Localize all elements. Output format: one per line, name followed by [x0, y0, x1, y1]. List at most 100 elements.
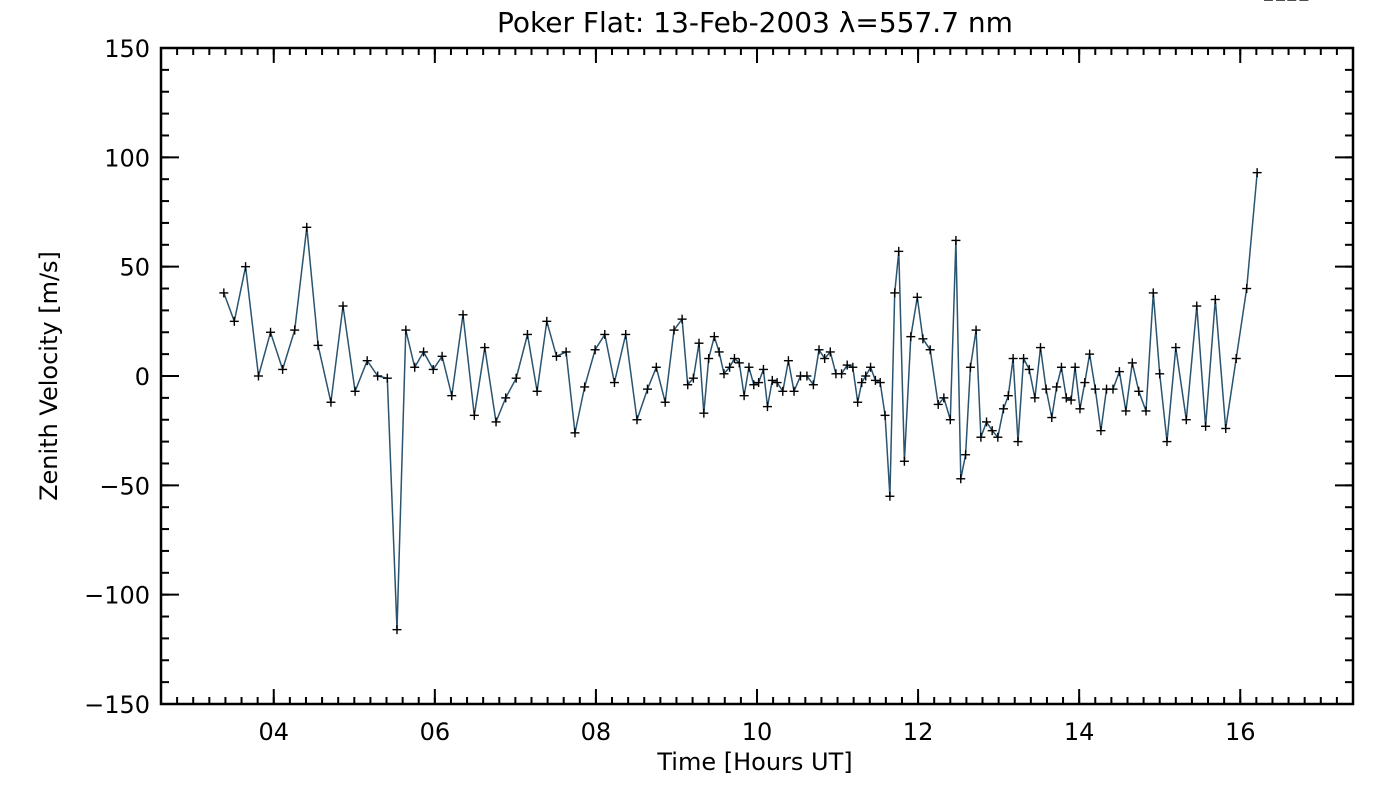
- data-point-marker: [677, 314, 687, 324]
- data-point-marker: [762, 402, 772, 412]
- data-point-marker: [802, 371, 812, 381]
- data-point-marker: [570, 428, 580, 438]
- data-point-marker: [965, 362, 975, 372]
- x-tick-label: 16: [1225, 718, 1256, 746]
- data-point-marker: [945, 415, 955, 425]
- data-point-marker: [410, 362, 420, 372]
- data-point-marker: [669, 325, 679, 335]
- data-point-marker: [993, 432, 1003, 442]
- data-point-marker: [350, 386, 360, 396]
- x-tick-label: 08: [581, 718, 612, 746]
- data-point-marker: [373, 371, 383, 381]
- data-point-marker: [1096, 426, 1106, 436]
- data-point-marker: [600, 329, 610, 339]
- data-point-marker: [642, 384, 652, 394]
- data-point-marker: [683, 380, 693, 390]
- data-point-marker: [392, 625, 402, 635]
- data-point-marker: [899, 456, 909, 466]
- data-point-marker: [820, 354, 830, 364]
- data-point-marker: [561, 347, 571, 357]
- data-point-marker: [814, 345, 824, 355]
- data-point-marker: [749, 380, 759, 390]
- data-point-marker: [542, 316, 552, 326]
- data-point-marker: [714, 347, 724, 357]
- data-point-marker: [458, 310, 468, 320]
- data-point-marker: [651, 362, 661, 372]
- data-point-marker: [885, 491, 895, 501]
- data-point-marker: [551, 351, 561, 361]
- data-point-marker: [1134, 386, 1144, 396]
- data-point-marker: [933, 399, 943, 409]
- data-point-marker: [1013, 437, 1023, 447]
- data-point-marker: [1108, 384, 1118, 394]
- data-point-marker: [1030, 393, 1040, 403]
- data-point-marker: [1052, 382, 1062, 392]
- series-zenith-velocity: [219, 0, 1309, 635]
- data-point-marker: [1066, 395, 1076, 405]
- data-point-marker: [894, 246, 904, 256]
- data-point-marker: [912, 292, 922, 302]
- data-point-marker: [511, 373, 521, 383]
- data-point-marker: [253, 371, 263, 381]
- data-point-marker: [725, 362, 735, 372]
- x-tick-label: 04: [258, 718, 289, 746]
- data-point-marker: [808, 380, 818, 390]
- data-point-marker: [1121, 406, 1131, 416]
- data-point-marker: [219, 288, 229, 298]
- data-point-marker: [772, 378, 782, 388]
- data-point-marker: [1242, 284, 1252, 294]
- data-point-marker: [1231, 354, 1241, 364]
- data-point-marker: [875, 378, 885, 388]
- data-point-marker: [758, 364, 768, 374]
- data-point-marker: [660, 397, 670, 407]
- data-point-marker: [976, 432, 986, 442]
- x-tick-label: 12: [903, 718, 934, 746]
- data-point-marker: [302, 222, 312, 232]
- data-point-marker: [699, 408, 709, 418]
- data-point-marker: [866, 362, 876, 372]
- data-point-marker: [778, 386, 788, 396]
- data-point-marker: [1061, 393, 1071, 403]
- data-point-marker: [1141, 406, 1151, 416]
- data-point-marker: [1252, 168, 1262, 178]
- data-point-marker: [744, 362, 754, 372]
- y-tick-label: 0: [135, 363, 150, 391]
- y-axis-title: Zenith Velocity [m/s]: [35, 251, 63, 501]
- data-point-marker: [1155, 369, 1165, 379]
- data-point-marker: [382, 373, 392, 383]
- data-point-marker: [532, 386, 542, 396]
- data-point-marker: [266, 327, 276, 337]
- data-point-marker: [704, 354, 714, 364]
- x-tick-label: 10: [742, 718, 773, 746]
- data-point-marker: [789, 386, 799, 396]
- data-point-marker: [951, 235, 961, 245]
- data-point-marker: [825, 347, 835, 357]
- data-point-marker: [1090, 384, 1100, 394]
- data-point-marker: [580, 382, 590, 392]
- x-tick-label: 14: [1064, 718, 1095, 746]
- data-point-marker: [906, 332, 916, 342]
- data-point-marker: [842, 360, 852, 370]
- data-point-marker: [694, 338, 704, 348]
- data-point-marker: [1070, 362, 1080, 372]
- data-point-marker: [987, 426, 997, 436]
- data-point-marker: [401, 325, 411, 335]
- data-point-marker: [1171, 343, 1181, 353]
- data-point-marker: [632, 415, 642, 425]
- y-tick-label: 50: [119, 254, 150, 282]
- data-point-marker: [848, 362, 858, 372]
- data-point-marker: [1148, 288, 1158, 298]
- data-point-marker: [419, 347, 429, 357]
- plot-frame: [159, 46, 1355, 706]
- data-point-marker: [501, 393, 511, 403]
- data-point-marker: [961, 450, 971, 460]
- data-point-marker: [1019, 354, 1029, 364]
- data-point-marker: [1127, 358, 1137, 368]
- data-point-marker: [1210, 294, 1220, 304]
- data-point-marker: [1008, 354, 1018, 364]
- data-point-marker: [313, 340, 323, 350]
- y-tick-label: 150: [104, 35, 150, 63]
- data-point-marker: [754, 378, 764, 388]
- data-point-marker: [621, 329, 631, 339]
- data-point-marker: [241, 262, 251, 272]
